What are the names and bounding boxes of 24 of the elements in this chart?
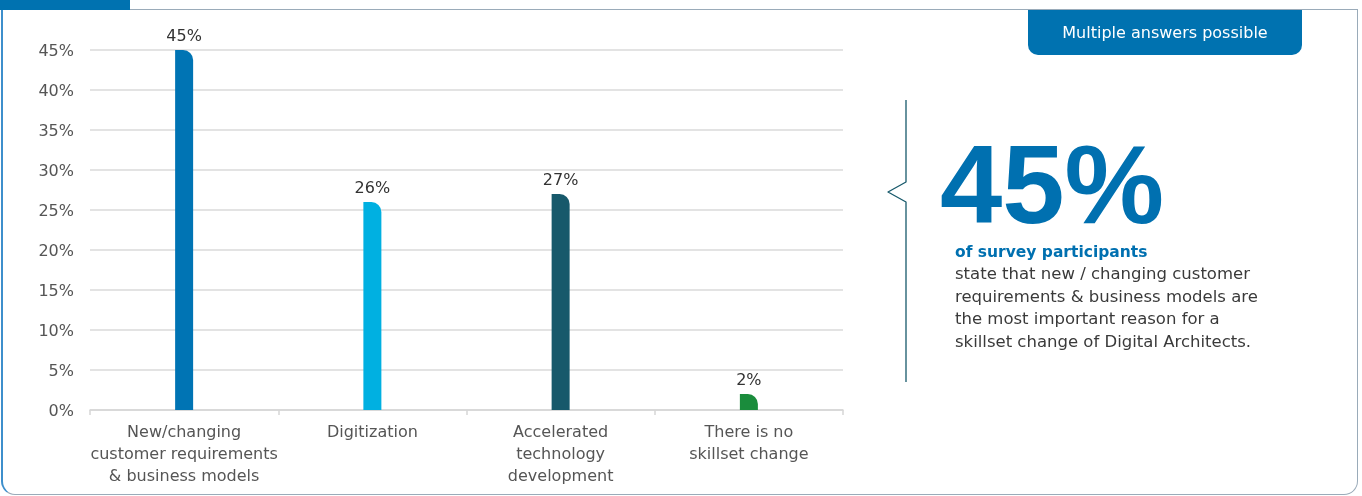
bar (551, 194, 570, 410)
data-label: 2% (736, 369, 762, 389)
x-tick-label: New/changing customer requirements & business models (90, 421, 278, 485)
y-tick-label: 10% (38, 320, 74, 340)
y-tick-label: 20% (38, 240, 74, 260)
x-tick-label: Accelerated technology development (507, 421, 614, 485)
text: of survey participants (955, 242, 1148, 262)
y-tick-label: 25% (38, 200, 74, 220)
y-tick-label: 5% (48, 360, 74, 380)
y-tick-label: 45% (38, 40, 74, 60)
data-label: 45% (166, 25, 202, 45)
text: state that new / changing customer requirements & business models are the most important reason for a skillset change of Digital Architects. (955, 263, 1259, 353)
x-tick-label: There is no skillset change (689, 421, 809, 463)
bar (363, 202, 382, 410)
bar (175, 50, 194, 410)
x-tick-label: Digitization (326, 421, 418, 441)
y-tick-label: 30% (38, 160, 74, 180)
y-tick-label: 15% (38, 280, 74, 300)
y-tick-label: 40% (38, 80, 74, 100)
y-tick-label: 35% (38, 120, 74, 140)
text: Multiple answers possible (1028, 10, 1302, 55)
data-label: 27% (542, 169, 579, 189)
y-tick-label: 0% (48, 400, 74, 420)
data-label: 26% (354, 177, 391, 197)
